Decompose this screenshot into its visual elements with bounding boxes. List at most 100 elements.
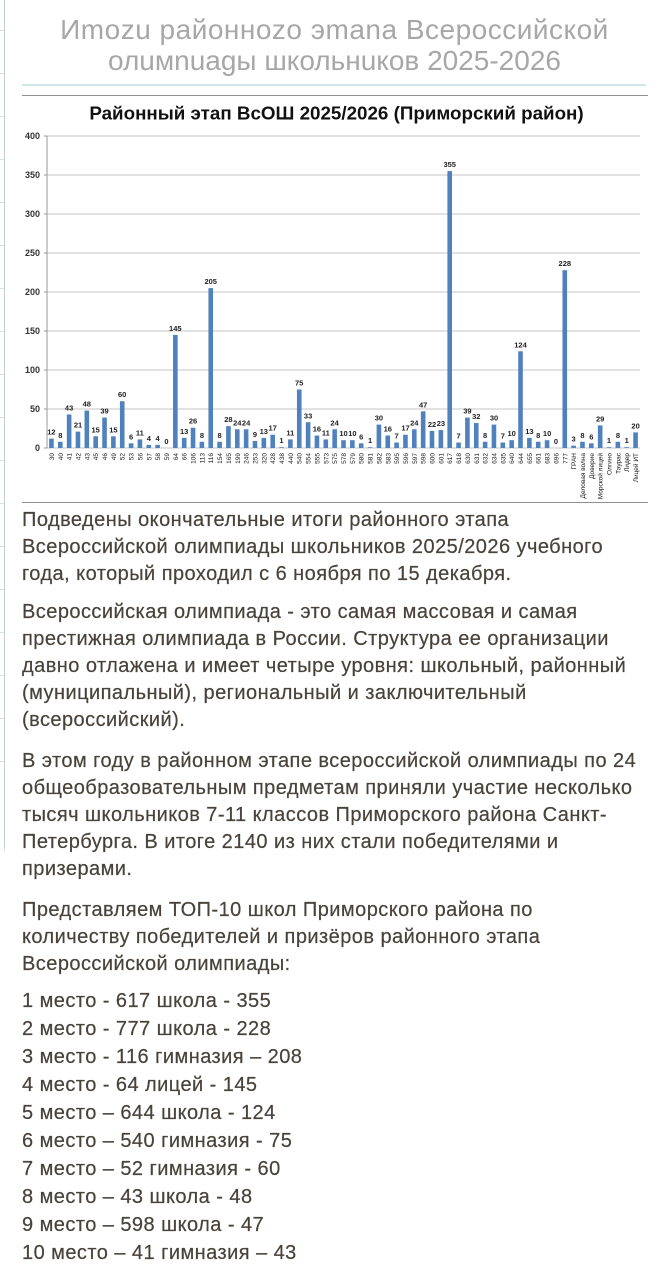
svg-text:554: 554 bbox=[306, 453, 313, 464]
svg-text:Лицей ИТ: Лицей ИТ bbox=[632, 453, 640, 482]
svg-text:246: 246 bbox=[244, 453, 251, 464]
svg-text:30: 30 bbox=[375, 414, 383, 423]
svg-text:617: 617 bbox=[447, 453, 454, 464]
svg-text:575: 575 bbox=[332, 453, 339, 464]
svg-text:24: 24 bbox=[330, 418, 339, 427]
svg-text:300: 300 bbox=[25, 209, 40, 219]
svg-text:16: 16 bbox=[384, 425, 392, 434]
svg-text:145: 145 bbox=[169, 324, 182, 333]
svg-text:1: 1 bbox=[607, 436, 611, 445]
svg-text:15: 15 bbox=[92, 425, 100, 434]
svg-text:Доверие: Доверие bbox=[589, 453, 596, 479]
svg-text:45: 45 bbox=[93, 453, 100, 461]
svg-text:1: 1 bbox=[279, 436, 283, 445]
svg-text:578: 578 bbox=[341, 453, 348, 464]
svg-text:6: 6 bbox=[129, 432, 133, 441]
svg-text:7: 7 bbox=[395, 432, 399, 441]
svg-text:579: 579 bbox=[350, 453, 357, 464]
svg-text:581: 581 bbox=[368, 453, 375, 464]
svg-text:632: 632 bbox=[483, 453, 490, 464]
svg-text:205: 205 bbox=[204, 277, 217, 286]
svg-text:350: 350 bbox=[25, 170, 40, 180]
svg-text:150: 150 bbox=[25, 326, 40, 336]
svg-text:30: 30 bbox=[49, 453, 56, 461]
svg-text:6: 6 bbox=[589, 432, 593, 441]
svg-text:428: 428 bbox=[270, 453, 277, 464]
svg-text:630: 630 bbox=[465, 453, 472, 464]
svg-text:777: 777 bbox=[562, 453, 569, 464]
svg-text:26: 26 bbox=[189, 417, 197, 426]
svg-text:39: 39 bbox=[463, 407, 471, 416]
svg-text:30: 30 bbox=[490, 414, 498, 423]
svg-text:Районный этап ВсОШ 2025/2026 (: Районный этап ВсОШ 2025/2026 (Приморский… bbox=[89, 103, 583, 124]
svg-text:4: 4 bbox=[156, 434, 161, 443]
svg-text:696: 696 bbox=[553, 453, 560, 464]
svg-text:583: 583 bbox=[385, 453, 392, 464]
svg-text:683: 683 bbox=[545, 453, 552, 464]
svg-text:165: 165 bbox=[226, 453, 233, 464]
svg-text:11: 11 bbox=[136, 428, 144, 437]
svg-text:9: 9 bbox=[253, 430, 257, 439]
svg-text:52: 52 bbox=[120, 453, 127, 461]
svg-text:573: 573 bbox=[323, 453, 330, 464]
svg-text:17: 17 bbox=[401, 424, 409, 433]
svg-text:Лидер: Лидер bbox=[624, 453, 631, 472]
svg-text:47: 47 bbox=[419, 400, 427, 409]
svg-text:598: 598 bbox=[421, 453, 428, 464]
svg-text:596: 596 bbox=[403, 453, 410, 464]
svg-text:53: 53 bbox=[129, 453, 136, 461]
svg-text:39: 39 bbox=[100, 407, 108, 416]
svg-text:580: 580 bbox=[359, 453, 366, 464]
svg-text:11: 11 bbox=[286, 428, 294, 437]
svg-text:10: 10 bbox=[348, 429, 356, 438]
svg-text:0: 0 bbox=[554, 437, 558, 446]
svg-text:8: 8 bbox=[616, 431, 620, 440]
svg-text:438: 438 bbox=[279, 453, 286, 464]
svg-text:10: 10 bbox=[339, 429, 347, 438]
svg-text:10: 10 bbox=[508, 429, 516, 438]
svg-text:Деловая волна: Деловая волна bbox=[580, 453, 587, 499]
svg-text:4: 4 bbox=[147, 434, 152, 443]
svg-text:8: 8 bbox=[58, 431, 62, 440]
svg-text:555: 555 bbox=[314, 453, 321, 464]
svg-text:40: 40 bbox=[58, 453, 65, 461]
svg-text:10: 10 bbox=[543, 429, 551, 438]
svg-text:320: 320 bbox=[261, 453, 268, 464]
svg-text:58: 58 bbox=[155, 453, 162, 461]
svg-text:582: 582 bbox=[376, 453, 383, 464]
svg-text:59: 59 bbox=[164, 453, 171, 461]
svg-text:8: 8 bbox=[483, 431, 487, 440]
svg-text:601: 601 bbox=[438, 453, 445, 464]
svg-text:228: 228 bbox=[559, 259, 572, 268]
svg-text:13: 13 bbox=[180, 427, 188, 436]
svg-text:400: 400 bbox=[25, 131, 40, 141]
svg-text:635: 635 bbox=[500, 453, 507, 464]
svg-text:64: 64 bbox=[173, 453, 180, 461]
svg-text:20: 20 bbox=[631, 421, 639, 430]
svg-text:253: 253 bbox=[253, 453, 260, 464]
svg-text:42: 42 bbox=[76, 453, 83, 461]
svg-text:634: 634 bbox=[492, 453, 499, 464]
svg-text:66: 66 bbox=[182, 453, 189, 461]
svg-text:124: 124 bbox=[514, 340, 527, 349]
svg-text:12: 12 bbox=[47, 428, 55, 437]
svg-text:440: 440 bbox=[288, 453, 295, 464]
svg-text:48: 48 bbox=[83, 400, 91, 409]
svg-text:56: 56 bbox=[137, 453, 144, 461]
svg-text:43: 43 bbox=[65, 404, 73, 413]
svg-text:600: 600 bbox=[430, 453, 437, 464]
svg-text:640: 640 bbox=[509, 453, 516, 464]
svg-text:3: 3 bbox=[572, 435, 576, 444]
svg-text:1: 1 bbox=[368, 436, 372, 445]
svg-text:16: 16 bbox=[313, 425, 321, 434]
svg-text:540: 540 bbox=[297, 453, 304, 464]
svg-text:Морской лицей: Морской лицей bbox=[597, 453, 605, 500]
svg-text:46: 46 bbox=[102, 453, 109, 461]
svg-text:618: 618 bbox=[456, 453, 463, 464]
svg-text:75: 75 bbox=[295, 379, 303, 388]
svg-text:0: 0 bbox=[35, 443, 40, 453]
svg-text:655: 655 bbox=[527, 453, 534, 464]
svg-text:28: 28 bbox=[224, 415, 232, 424]
svg-text:Таурас: Таурас bbox=[615, 452, 622, 474]
svg-text:13: 13 bbox=[525, 427, 533, 436]
